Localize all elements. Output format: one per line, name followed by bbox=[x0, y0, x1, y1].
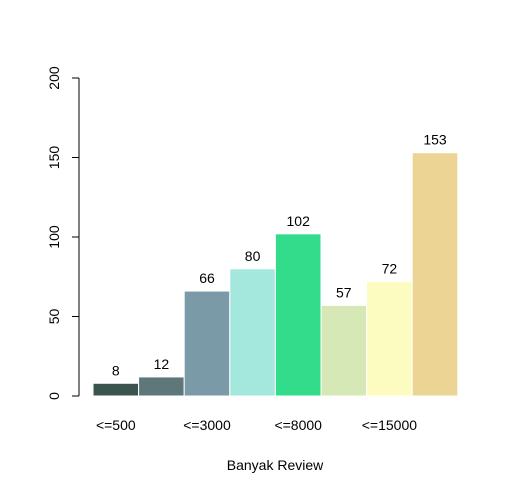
bar-value-label: 8 bbox=[112, 362, 120, 378]
bar-value-label: 72 bbox=[382, 261, 398, 277]
bars bbox=[92, 152, 459, 397]
x-category-label: <=15000 bbox=[362, 417, 417, 433]
y-tick-label: 100 bbox=[46, 225, 62, 249]
bar-value-label: 12 bbox=[154, 356, 170, 372]
bar bbox=[92, 382, 140, 397]
data-labels: 8 12 66 80 102 57 72 153 bbox=[112, 132, 447, 379]
bar-value-label: 80 bbox=[245, 248, 261, 264]
bar-value-label: 102 bbox=[287, 213, 311, 229]
bar bbox=[274, 233, 322, 397]
y-tick-label: 200 bbox=[46, 66, 62, 90]
x-category-label: <=8000 bbox=[274, 417, 322, 433]
bar bbox=[366, 281, 413, 397]
x-axis-title: Banyak Review bbox=[227, 457, 324, 473]
bar bbox=[320, 304, 368, 397]
x-axis-labels: <=500 <=3000 <=8000 <=15000 bbox=[96, 417, 417, 433]
bar-value-label: 153 bbox=[423, 132, 447, 148]
bar-value-label: 57 bbox=[336, 284, 352, 300]
bar bbox=[183, 290, 231, 397]
bar bbox=[411, 152, 459, 397]
x-category-label: <=500 bbox=[96, 417, 136, 433]
y-tick-label: 50 bbox=[46, 309, 62, 325]
y-tick-label: 150 bbox=[46, 146, 62, 170]
bar bbox=[138, 376, 185, 397]
bar bbox=[229, 268, 276, 397]
y-axis: 0 50 100 150 200 bbox=[46, 66, 80, 400]
bar-value-label: 66 bbox=[199, 270, 215, 286]
x-category-label: <=3000 bbox=[183, 417, 231, 433]
y-tick-label: 0 bbox=[46, 392, 62, 400]
